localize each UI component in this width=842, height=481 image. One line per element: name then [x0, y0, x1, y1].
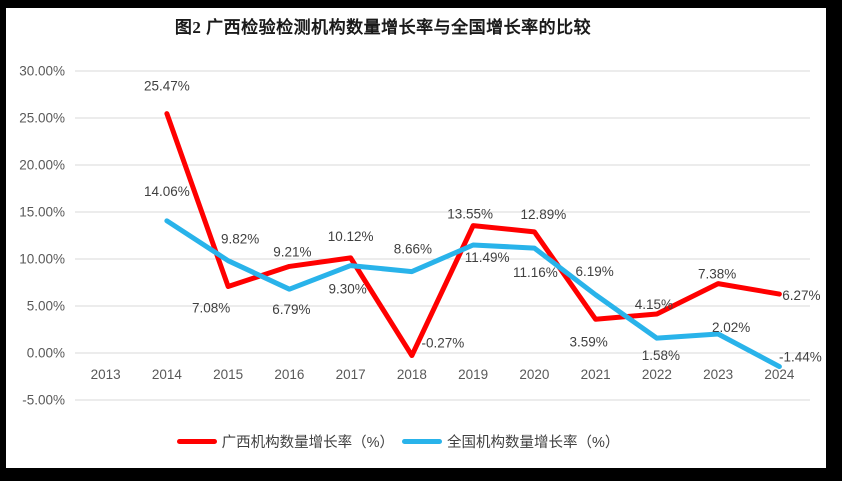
data-label: 11.49%	[465, 250, 510, 265]
data-label: 11.16%	[513, 265, 558, 280]
data-label: 6.19%	[575, 264, 613, 279]
y-tick-label: 15.00%	[19, 205, 65, 220]
y-tick-label: 25.00%	[19, 111, 65, 126]
data-label: 13.55%	[447, 207, 493, 222]
x-tick-label: 2014	[152, 367, 183, 382]
data-label: -1.44%	[779, 350, 822, 365]
data-label: 9.21%	[273, 244, 311, 259]
data-label: 10.12%	[328, 229, 374, 244]
data-label: 6.79%	[272, 302, 310, 317]
legend-item-0: 广西机构数量增长率（%）	[176, 431, 394, 452]
x-tick-label: 2019	[458, 367, 488, 382]
data-label: -0.27%	[421, 336, 464, 351]
x-tick-label: 2024	[764, 367, 795, 382]
data-label: 7.38%	[698, 267, 736, 282]
chart-title: 图2 广西检验检测机构数量增长率与全国增长率的比较	[174, 18, 592, 37]
data-label: 8.66%	[394, 242, 432, 257]
x-tick-label: 2021	[581, 367, 611, 382]
y-tick-label: 10.00%	[19, 252, 65, 267]
data-label: 2.02%	[712, 320, 750, 335]
y-tick-label: 20.00%	[19, 158, 65, 173]
data-label: 4.15%	[635, 297, 673, 312]
data-label: 9.82%	[221, 232, 259, 247]
x-tick-label: 2015	[213, 367, 243, 382]
y-tick-label: 5.00%	[27, 299, 65, 314]
series-line-0	[164, 111, 782, 359]
legend-swatch-0	[176, 439, 217, 444]
x-tick-label: 2022	[642, 367, 672, 382]
legend-swatch-1	[402, 439, 442, 444]
data-label: 1.58%	[642, 348, 680, 363]
chart-legend: 广西机构数量增长率（%） 全国机构数量增长率（%）	[0, 431, 808, 452]
data-label: 6.27%	[782, 288, 820, 303]
legend-label-1: 全国机构数量增长率（%）	[447, 435, 620, 451]
x-tick-label: 2013	[91, 367, 121, 382]
y-tick-label: 30.00%	[19, 64, 65, 79]
legend-label-0: 广西机构数量增长率（%）	[221, 435, 394, 451]
x-tick-label: 2023	[703, 367, 733, 382]
x-tick-label: 2018	[397, 367, 427, 382]
x-tick-label: 2020	[519, 367, 549, 382]
data-label: 25.47%	[144, 79, 190, 94]
y-tick-label: -5.00%	[22, 393, 65, 408]
x-tick-label: 2016	[274, 367, 304, 382]
data-label: 12.89%	[520, 207, 566, 222]
data-label: 14.06%	[144, 184, 190, 199]
series-line-1	[164, 218, 782, 370]
data-label: 7.08%	[192, 300, 230, 315]
y-tick-label: 0.00%	[27, 346, 65, 361]
legend-item-1: 全国机构数量增长率（%）	[402, 431, 619, 452]
chart-canvas: 图2 广西检验检测机构数量增长率与全国增长率的比较 30.00% 25.00% 20…	[6, 8, 826, 468]
data-label: 3.59%	[569, 334, 607, 349]
data-label: 9.30%	[328, 282, 366, 297]
x-tick-label: 2017	[336, 367, 366, 382]
